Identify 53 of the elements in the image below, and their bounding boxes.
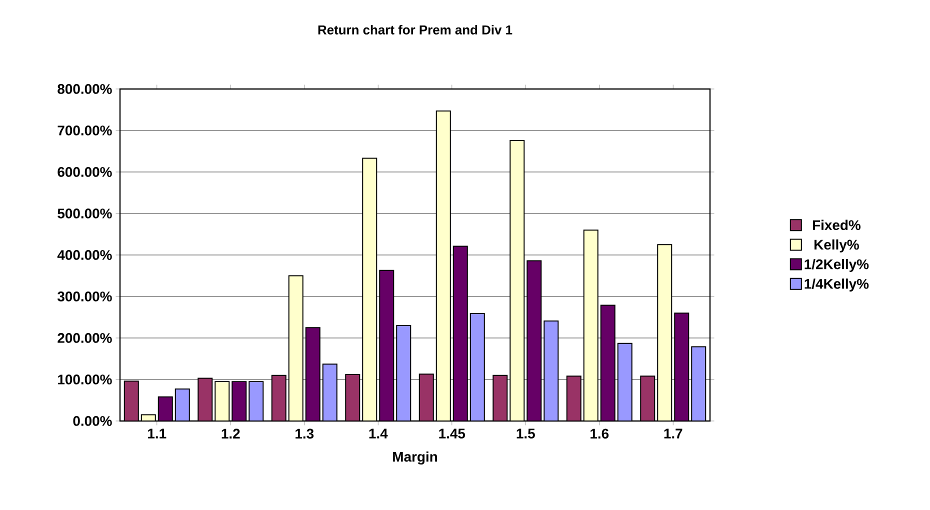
bar bbox=[418, 374, 434, 421]
bar bbox=[198, 378, 212, 421]
bar bbox=[600, 304, 616, 421]
chart-title: Return chart for Prem and Div 1 bbox=[318, 24, 512, 34]
x-tick-label: 1.7 bbox=[664, 428, 682, 438]
x-tick-label: 1.1 bbox=[148, 428, 166, 438]
legend-label: Kelly% bbox=[814, 239, 859, 252]
bar bbox=[271, 374, 286, 421]
bar bbox=[657, 244, 672, 421]
y-tick-label: 800.00% bbox=[58, 84, 112, 94]
bar bbox=[526, 260, 542, 421]
legend-label: Fixed% bbox=[812, 220, 860, 230]
x-tick-label: 1.3 bbox=[296, 428, 314, 439]
x-tick-label: 1.4 bbox=[369, 428, 388, 438]
y-tick-label: 500.00% bbox=[58, 208, 112, 218]
bar bbox=[248, 381, 264, 421]
y-tick-label: 200.00% bbox=[58, 333, 112, 343]
y-tick-label: 300.00% bbox=[57, 292, 112, 302]
bar bbox=[510, 140, 525, 421]
legend-label: 1/2Kelly% bbox=[804, 258, 869, 272]
bar bbox=[492, 374, 508, 421]
bar bbox=[396, 325, 412, 421]
x-tick-label: 1.2 bbox=[222, 428, 240, 438]
bar bbox=[452, 246, 468, 421]
bar bbox=[640, 376, 656, 421]
x-axis-title: Margin bbox=[393, 451, 438, 465]
bar bbox=[362, 158, 378, 421]
bar bbox=[583, 230, 598, 421]
bar bbox=[124, 380, 139, 421]
bar bbox=[674, 312, 690, 421]
legend-label: 1/4Kelly% bbox=[804, 278, 869, 292]
bar bbox=[691, 346, 706, 421]
bar bbox=[436, 110, 451, 421]
bar bbox=[214, 381, 230, 421]
x-tick-label: 1.45 bbox=[439, 428, 466, 438]
x-tick-label: 1.6 bbox=[590, 428, 609, 439]
y-tick-label: 700.00% bbox=[58, 126, 112, 136]
bar bbox=[566, 376, 582, 421]
bar bbox=[544, 320, 559, 421]
bar bbox=[379, 270, 394, 421]
bar bbox=[174, 388, 190, 421]
bar bbox=[322, 364, 338, 421]
bar bbox=[470, 313, 485, 421]
bar bbox=[232, 381, 247, 421]
y-tick-label: 400.00% bbox=[57, 250, 112, 260]
bar bbox=[617, 342, 632, 421]
x-tick-label: 1.5 bbox=[516, 428, 535, 438]
bar bbox=[305, 327, 320, 421]
bar bbox=[288, 275, 304, 421]
bar bbox=[345, 374, 360, 421]
y-tick-label: 600.00% bbox=[58, 167, 112, 177]
y-tick-label: 100.00% bbox=[58, 374, 112, 384]
y-tick-label: 0.00% bbox=[73, 416, 112, 426]
